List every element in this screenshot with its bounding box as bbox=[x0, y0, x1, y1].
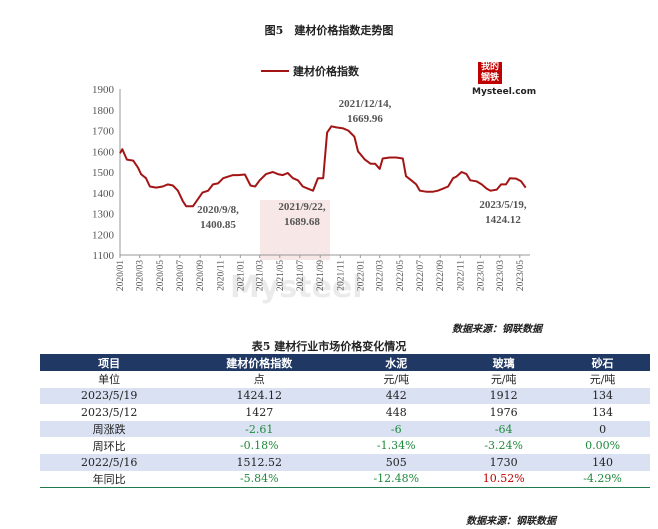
x-tick-label: 2022/09 bbox=[436, 260, 446, 291]
table-source: 数据来源：钢联数据 bbox=[466, 516, 556, 527]
x-tick-label: 2021/05 bbox=[276, 260, 286, 291]
annotation-value: 1400.85 bbox=[200, 219, 236, 231]
table-header-row: 项目 建材价格指数 水泥 玻璃 砂石 bbox=[40, 354, 650, 371]
annotation-value: 1424.12 bbox=[485, 214, 521, 226]
table-row: 单位 点 元/吨 元/吨 元/吨 bbox=[40, 371, 650, 388]
table-cell: 2023/5/12 bbox=[80, 405, 138, 419]
table-cell: -2.61 bbox=[178, 420, 341, 438]
x-tick-label: 2022/01 bbox=[356, 260, 366, 291]
x-tick-label: 2021/03 bbox=[256, 260, 266, 291]
logo-mark: 我的钢铁 bbox=[478, 62, 502, 84]
y-tick-label: 1200 bbox=[92, 229, 115, 241]
x-tick-label: 2020/03 bbox=[136, 260, 146, 291]
y-tick-label: 1100 bbox=[92, 250, 114, 262]
x-tick-label: 2020/09 bbox=[196, 260, 206, 291]
x-tick-label: 2023/03 bbox=[496, 260, 506, 291]
table-cell: 元/吨 bbox=[490, 373, 517, 387]
series-line-price-index bbox=[119, 125, 527, 208]
table-cell: 点 bbox=[253, 373, 265, 387]
legend-label: 建材价格指数 bbox=[293, 64, 360, 78]
x-tick-label: 2020/05 bbox=[156, 260, 166, 291]
x-tick-label: 2022/03 bbox=[376, 260, 386, 291]
table-cell: -0.18% bbox=[239, 439, 279, 453]
header-sand: 砂石 bbox=[555, 354, 650, 371]
table-cell: 140 bbox=[555, 453, 650, 471]
table-cell: -6 bbox=[340, 420, 453, 438]
y-tick-label: 1700 bbox=[92, 126, 115, 138]
annotation-date: 2021/9/22, bbox=[278, 201, 326, 213]
table-cell: 442 bbox=[340, 387, 453, 405]
header-cement: 水泥 bbox=[340, 354, 453, 371]
x-tick-label: 2021/01 bbox=[236, 260, 246, 291]
table-cell: 134 bbox=[592, 405, 614, 419]
table-cell: 1730 bbox=[452, 453, 556, 471]
table-cell: 0.00% bbox=[585, 439, 621, 453]
mysteel-logo: 我的钢铁 Mysteel.com bbox=[472, 62, 542, 102]
chart-source: 数据来源：钢联数据 bbox=[452, 324, 542, 335]
header-index: 建材价格指数 bbox=[178, 354, 341, 371]
x-tick-label: 2020/01 bbox=[116, 260, 126, 291]
table-cell: -3.24% bbox=[484, 439, 524, 453]
table-cell: 0 bbox=[555, 420, 650, 438]
y-tick-label: 1800 bbox=[92, 105, 115, 117]
table-cell: 元/吨 bbox=[589, 373, 616, 387]
y-tick-label: 1500 bbox=[92, 167, 115, 179]
y-tick-label: 1400 bbox=[92, 188, 115, 200]
table-cell: -12.48% bbox=[340, 470, 453, 489]
x-tick-label: 2021/09 bbox=[316, 260, 326, 291]
header-item: 项目 bbox=[40, 354, 179, 371]
table-cell: 134 bbox=[555, 387, 650, 405]
table-cell: 1512.52 bbox=[178, 453, 341, 471]
annotation-date: 2020/9/8, bbox=[197, 204, 239, 216]
table-cell: 448 bbox=[385, 405, 407, 419]
table-cell: 年同比 bbox=[40, 470, 179, 489]
table-cell: 1912 bbox=[452, 387, 556, 405]
table-cell: 2023/5/19 bbox=[40, 387, 179, 405]
table-row: 2022/5/16 1512.52 505 1730 140 bbox=[40, 453, 650, 471]
y-tick-label: 1600 bbox=[92, 146, 115, 158]
x-tick-label: 2022/05 bbox=[396, 260, 406, 291]
table-cell: 1976 bbox=[489, 405, 518, 419]
table-cell: 周涨跌 bbox=[40, 420, 179, 438]
table-cell: -5.84% bbox=[178, 470, 341, 489]
table-cell: 单位 bbox=[98, 373, 121, 387]
header-glass: 玻璃 bbox=[452, 354, 556, 371]
table-cell: 元/吨 bbox=[383, 373, 410, 387]
y-tick-label: 1900 bbox=[92, 84, 115, 96]
annotation-date: 2023/5/19, bbox=[479, 199, 527, 211]
logo-text: Mysteel.com bbox=[472, 87, 537, 97]
annotation-date: 2021/12/14, bbox=[339, 98, 392, 110]
table-cell: -1.34% bbox=[376, 439, 416, 453]
table-cell: -4.29% bbox=[555, 470, 650, 489]
price-change-table: 项目 建材价格指数 水泥 玻璃 砂石 单位点元/吨 元/吨 元/吨 2023/5/19… bbox=[40, 354, 650, 489]
table-cell: 10.52% bbox=[452, 470, 556, 489]
table-cell: 周环比 bbox=[92, 439, 126, 453]
table-cell: -64 bbox=[452, 420, 556, 438]
table-cell: 1424.12 bbox=[178, 387, 341, 405]
figure-title: 图5 建材价格指数走势图 bbox=[264, 24, 394, 37]
x-tick-label: 2023/01 bbox=[476, 260, 486, 291]
x-tick-label: 2021/07 bbox=[296, 260, 306, 291]
table-row: 2023/5/19 1424.12 442 1912 134 bbox=[40, 387, 650, 405]
annotation-value: 1669.96 bbox=[347, 113, 383, 125]
x-tick-label: 2022/07 bbox=[416, 260, 426, 291]
x-tick-label: 2020/07 bbox=[176, 260, 186, 291]
table-title: 表5 建材行业市场价格变化情况 bbox=[251, 340, 407, 353]
price-index-chart: 1100 1200 1300 1400 1500 1600 1700 1800 1900 2020… bbox=[92, 64, 530, 291]
table-row: 周环比 -0.18% -1.34% -3.24% 0.00% bbox=[40, 437, 650, 454]
table-cell: 2022/5/16 bbox=[40, 453, 179, 471]
x-tick-label: 2020/11 bbox=[216, 260, 226, 291]
x-tick-label: 2022/11 bbox=[456, 260, 466, 291]
table-cell: 1427 bbox=[245, 405, 274, 419]
table-row: 年同比 -5.84% -12.48% 10.52% -4.29% bbox=[40, 470, 650, 489]
x-tick-label: 2023/05 bbox=[516, 260, 526, 291]
x-tick-label: 2021/11 bbox=[336, 260, 346, 291]
table-row: 2023/5/12 1427 448 1976 134 bbox=[40, 404, 650, 421]
table-row: 周涨跌 -2.61 -6 -64 0 bbox=[40, 420, 650, 438]
annotation-value: 1689.68 bbox=[284, 216, 320, 228]
y-tick-label: 1300 bbox=[92, 209, 115, 221]
table-cell: 505 bbox=[340, 453, 453, 471]
